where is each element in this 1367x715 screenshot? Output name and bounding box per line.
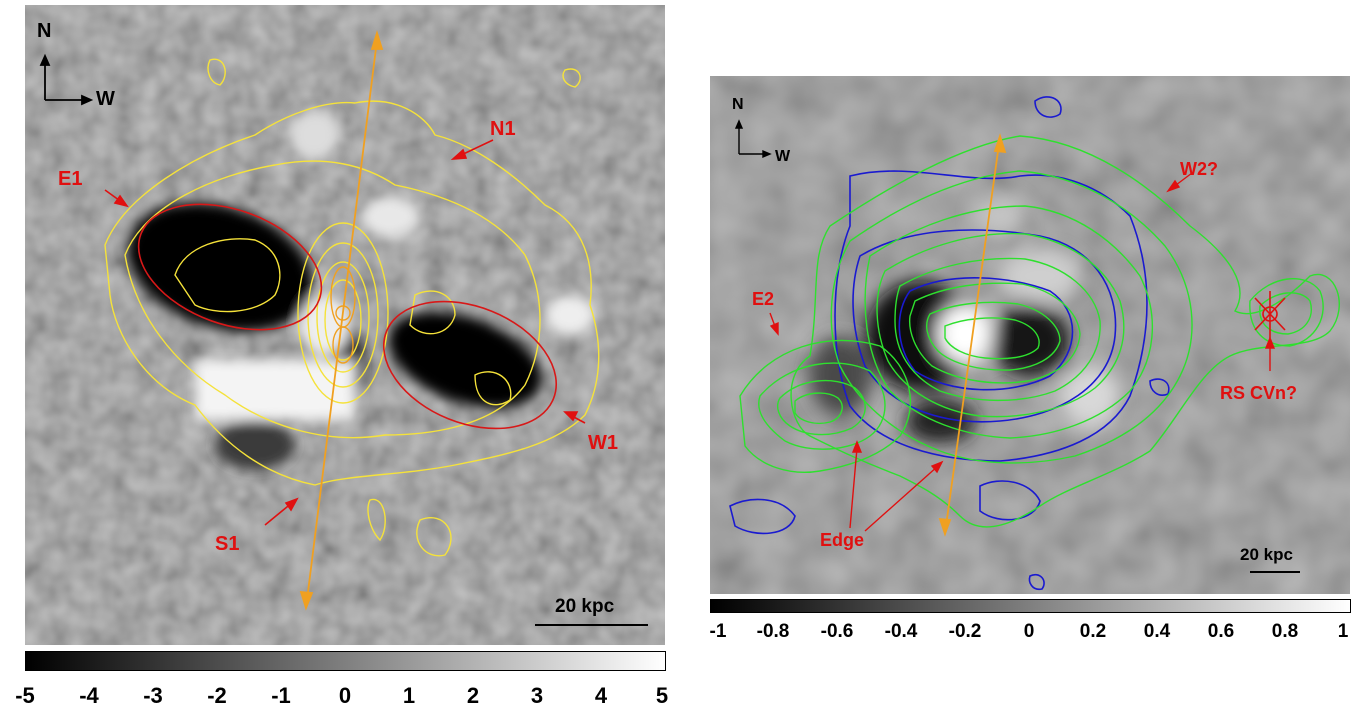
label-e1: E1 (58, 168, 83, 190)
right-green-contours (739, 135, 1340, 528)
right-residual-map (710, 76, 1350, 594)
right-scale-bar-label: 20 kpc (1240, 545, 1293, 564)
right-cbar-tick: -0.2 (948, 621, 982, 642)
right-cbar-tick: 0.6 (1207, 621, 1235, 642)
label-w2: W2? (1180, 159, 1218, 179)
label-e2: E2 (752, 289, 775, 309)
left-cbar-tick: 0 (338, 683, 352, 708)
right-cbar-tick: 1 (1337, 621, 1349, 642)
label-rscvn: RS CVn? (1220, 383, 1298, 403)
left-axis-arrow (299, 29, 384, 611)
left-compass-north: N (37, 20, 52, 42)
left-cbar-tick: -3 (143, 683, 163, 708)
right-cbar-tick: -1 (709, 621, 727, 642)
left-cbar-tick: 5 (655, 683, 669, 708)
right-compass-west: W (775, 148, 791, 165)
label-s1: S1 (215, 533, 240, 555)
label-w1: W1 (588, 432, 618, 454)
left-cbar-tick: -4 (79, 683, 99, 708)
right-cbar-tick: 0 (1023, 621, 1035, 642)
left-cbar-tick: 1 (402, 683, 416, 708)
right-colorbar (710, 599, 1351, 613)
left-compass-west: W (96, 88, 115, 110)
left-cbar-tick: 3 (530, 683, 544, 708)
left-residual-map (25, 5, 665, 645)
left-cbar-tick: -1 (271, 683, 291, 708)
cavity-ellipse-e1 (137, 203, 323, 331)
right-cbar-tick: -0.8 (756, 621, 790, 642)
right-blue-contours (729, 96, 1170, 591)
right-cbar-tick: -0.6 (820, 621, 854, 642)
left-cbar-tick: -5 (15, 683, 35, 708)
right-cbar-tick: 0.8 (1271, 621, 1299, 642)
right-cbar-tick: 0.2 (1079, 621, 1107, 642)
right-cbar-tick: -0.4 (884, 621, 918, 642)
left-colorbar (25, 651, 666, 671)
label-n1: N1 (490, 118, 516, 140)
left-scale-bar-label: 20 kpc (555, 596, 615, 617)
label-edge: Edge (820, 530, 865, 550)
cavity-ellipse-w1 (382, 300, 558, 430)
left-cbar-tick: 2 (466, 683, 480, 708)
left-cbar-tick: -2 (207, 683, 227, 708)
left-cbar-tick: 4 (594, 683, 608, 708)
rscvn-marker (1254, 291, 1286, 338)
right-cbar-tick: 0.4 (1143, 621, 1171, 642)
right-axis-arrow (938, 133, 1007, 537)
right-compass-north: N (732, 96, 744, 113)
